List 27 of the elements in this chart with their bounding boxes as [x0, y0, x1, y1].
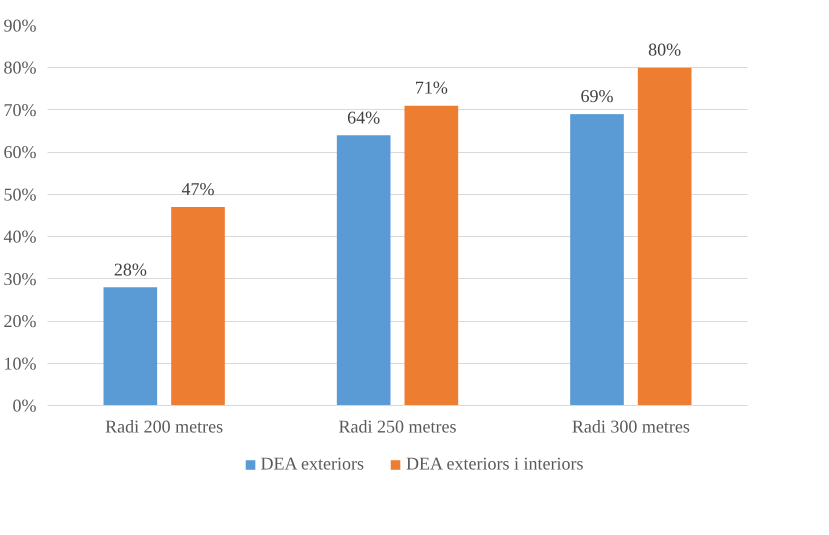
y-tick-label: 30% [4, 268, 37, 289]
data-label: 64% [347, 107, 380, 128]
bar [638, 68, 692, 406]
y-tick-label: 80% [4, 58, 37, 78]
y-tick-label: 40% [4, 226, 37, 247]
bar [171, 207, 225, 406]
data-label: 71% [414, 78, 448, 98]
data-label: 69% [580, 86, 614, 106]
bar [404, 106, 458, 406]
y-tick-label: 10% [4, 353, 37, 374]
bar [336, 135, 390, 406]
legend-label: DEA exteriors i interiors [406, 454, 584, 474]
data-label: 28% [114, 259, 147, 280]
x-tick-label: Radi 200 metres [105, 416, 224, 436]
y-tick-label: 0% [12, 396, 37, 416]
y-tick-label: 90% [4, 16, 37, 36]
y-tick-label: 20% [4, 311, 37, 332]
x-tick-label: Radi 250 metres [338, 416, 456, 436]
y-tick-label: 70% [4, 100, 37, 120]
y-tick-label: 60% [4, 142, 37, 162]
legend-label: DEA exteriors [260, 454, 364, 474]
data-label: 80% [648, 40, 682, 60]
bar [570, 114, 624, 406]
data-label: 47% [182, 179, 215, 200]
bar [104, 287, 158, 406]
x-tick-label: Radi 300 metres [572, 416, 690, 436]
y-tick-label: 50% [4, 184, 37, 204]
